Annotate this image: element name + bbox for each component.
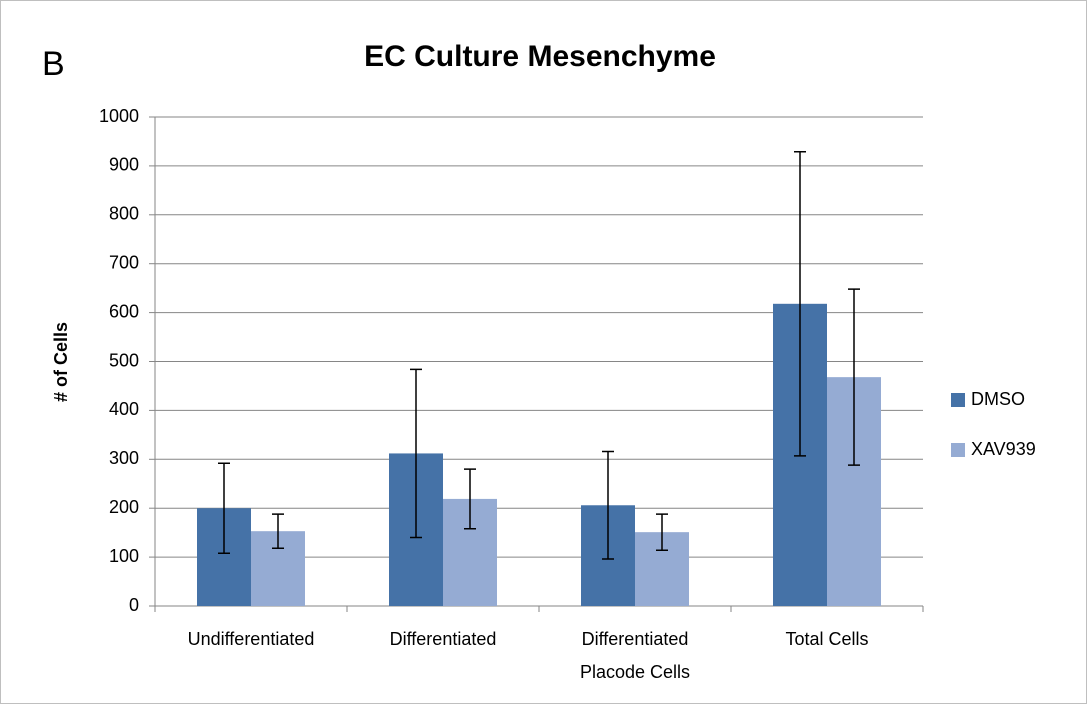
error-bar <box>794 150 806 457</box>
error-bar <box>602 450 614 560</box>
y-tick-label: 900 <box>109 155 139 175</box>
y-tick-label: 800 <box>109 204 139 224</box>
error-bar <box>656 513 668 552</box>
y-tick-label: 1000 <box>99 106 139 126</box>
error-bar <box>410 368 422 539</box>
legend-swatch <box>951 393 965 407</box>
error-bar <box>848 288 860 466</box>
y-tick-label: 600 <box>109 301 139 321</box>
chart-title: EC Culture Mesenchyme <box>364 40 716 73</box>
y-tick-label: 300 <box>109 448 139 468</box>
x-tick-label: Total Cells <box>785 629 868 649</box>
error-bar <box>464 468 476 530</box>
x-tick-label: Differentiated <box>390 629 497 649</box>
panel-label: B <box>42 45 65 83</box>
y-tick-label: 100 <box>109 546 139 566</box>
y-tick-label: 200 <box>109 497 139 517</box>
x-tick-label-line: Placode Cells <box>580 662 690 682</box>
y-tick-label: 500 <box>109 350 139 370</box>
y-tick-label: 700 <box>109 252 139 272</box>
legend-swatch <box>951 443 965 457</box>
error-bar <box>218 462 230 554</box>
legend-label: DMSO <box>971 389 1025 409</box>
legend-label: XAV939 <box>971 439 1036 459</box>
x-tick-label-line: Differentiated <box>582 629 689 649</box>
y-tick-label: 400 <box>109 399 139 419</box>
x-tick-label: Undifferentiated <box>188 629 315 649</box>
y-tick-label: 0 <box>129 595 139 615</box>
y-axis-label: # of Cells <box>51 322 71 402</box>
error-bar <box>272 513 284 550</box>
x-tick-label: Differentiated Placode Cells <box>580 629 690 682</box>
